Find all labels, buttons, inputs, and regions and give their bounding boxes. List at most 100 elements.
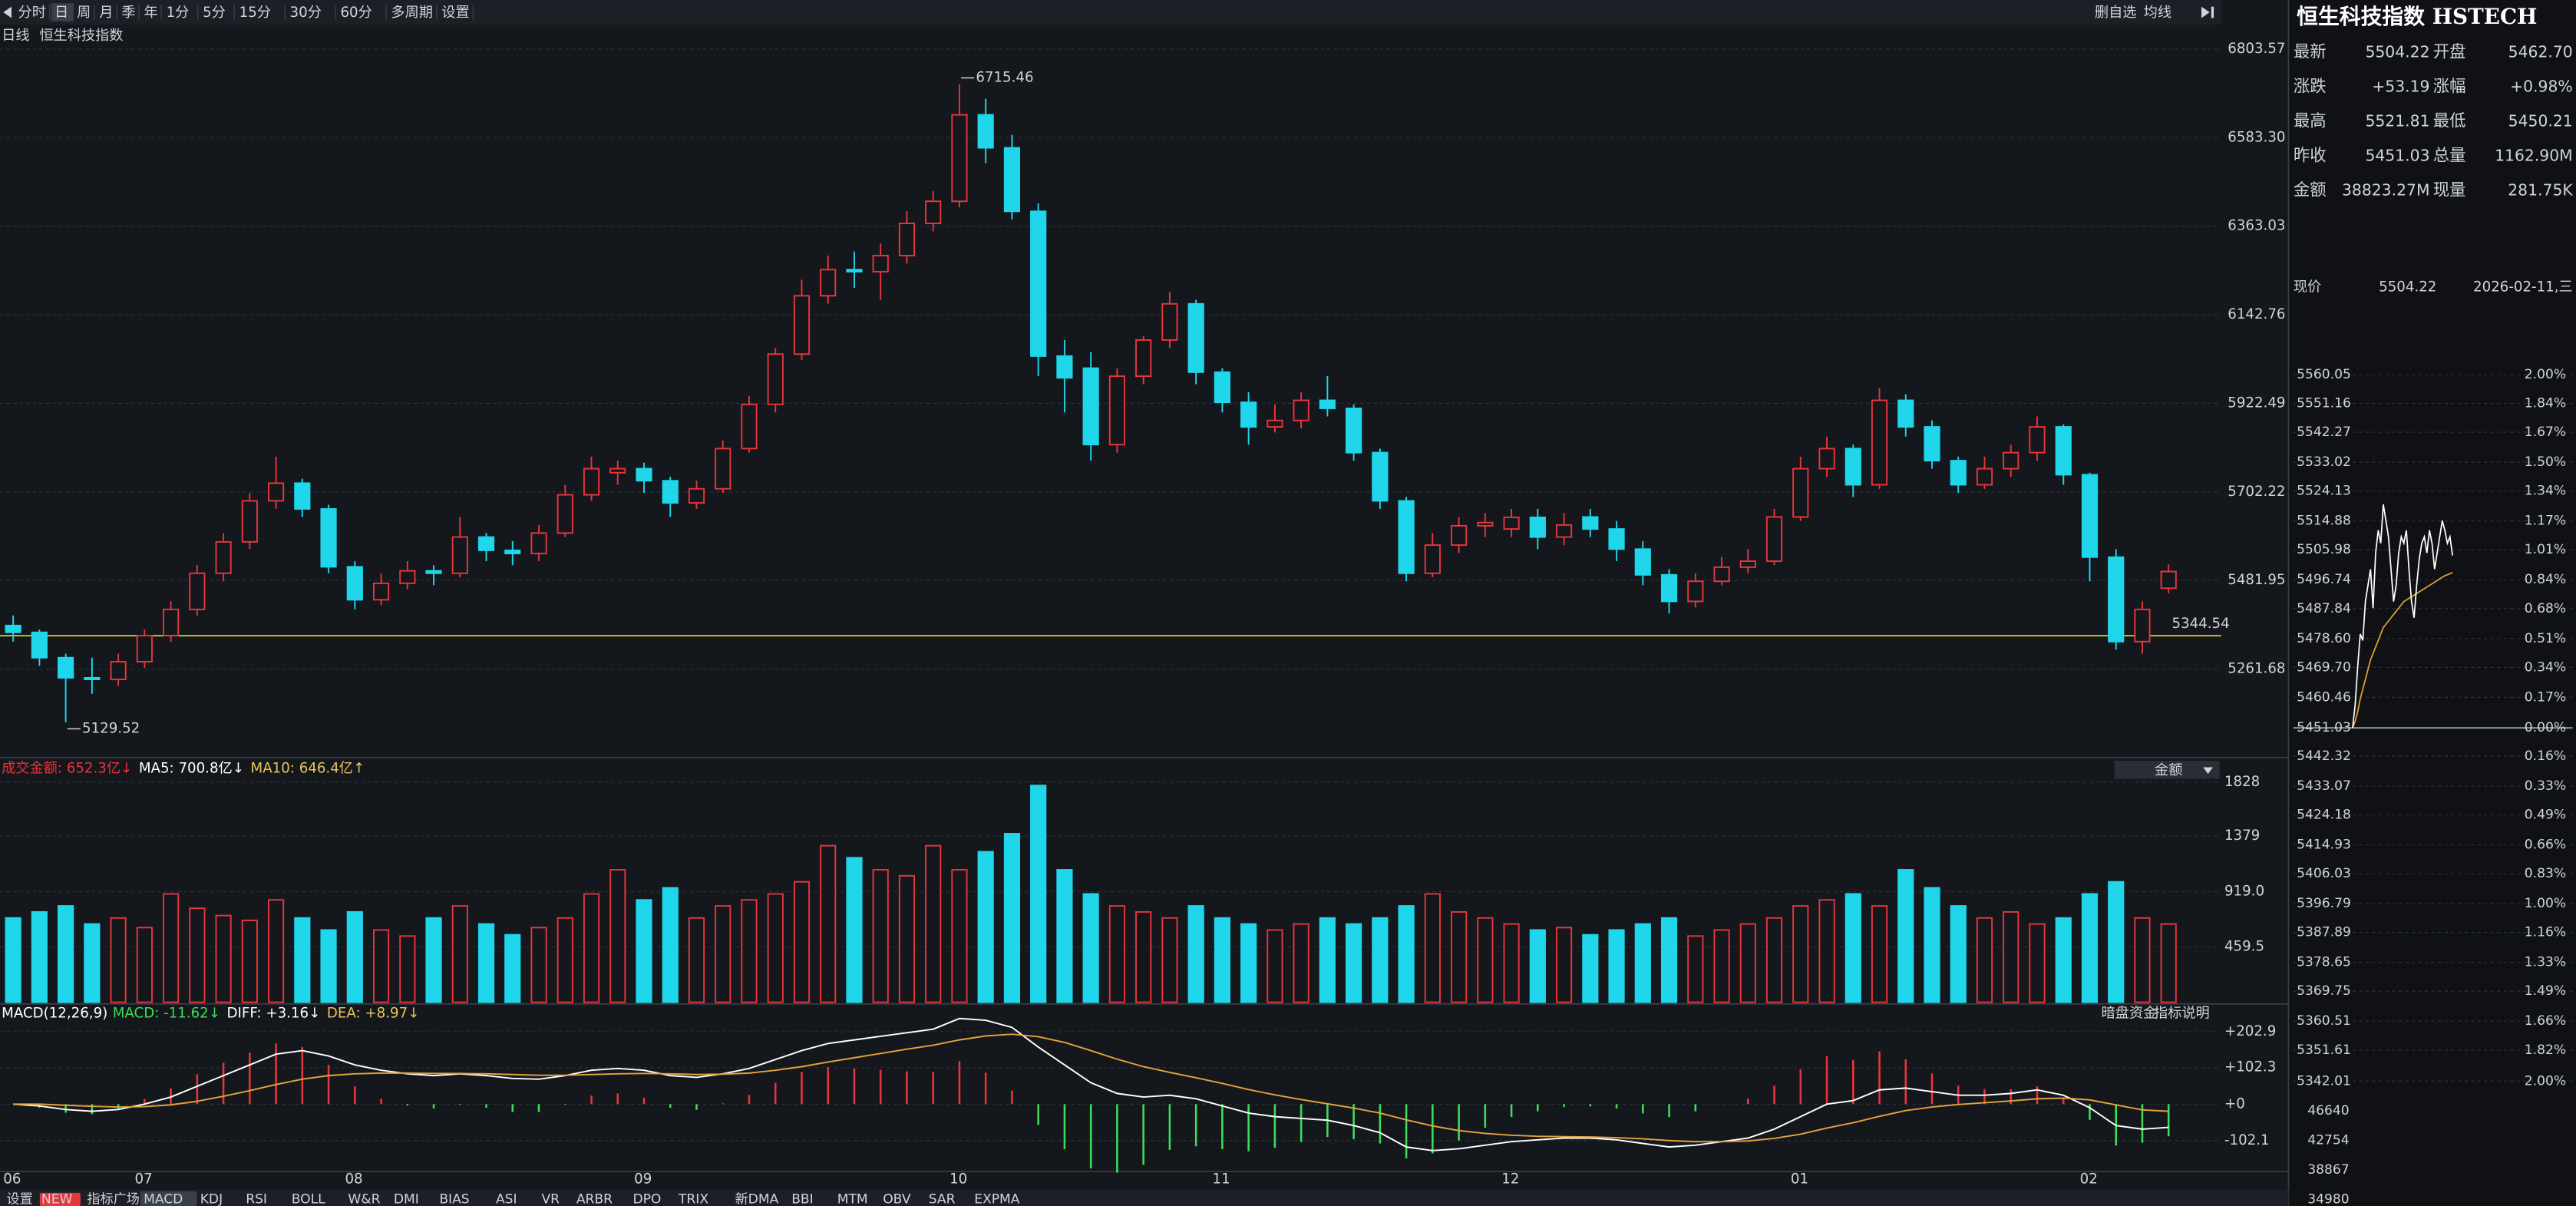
candle-body	[110, 661, 127, 680]
toolbar-tab[interactable]: 多周期	[391, 5, 433, 21]
candle-body	[1924, 426, 1940, 462]
volume-tick-label: 38867	[2307, 1162, 2349, 1178]
quote-value: 5521.81	[2365, 111, 2429, 130]
toolbar-tab[interactable]: 周	[77, 5, 91, 21]
diff-line	[13, 1017, 2169, 1151]
candle-body	[1871, 399, 1888, 486]
indicator-tab[interactable]: RSI	[246, 1191, 267, 1206]
quote-label: 现量	[2433, 180, 2466, 200]
indicator-tab[interactable]: KDJ	[200, 1191, 223, 1206]
new-badge	[39, 1192, 81, 1206]
candle-body	[31, 631, 48, 659]
indicator-tab[interactable]: EXPMA	[974, 1191, 1020, 1206]
indicator-tab[interactable]: ARBR	[576, 1191, 613, 1206]
candle-body	[820, 269, 837, 297]
candle-body	[609, 468, 626, 474]
volume-bar	[58, 905, 74, 1003]
candle-body	[58, 656, 74, 679]
indicator-tab[interactable]: TRIX	[678, 1191, 708, 1206]
toolbar-tab[interactable]: 1分	[167, 5, 190, 21]
candle-body	[556, 494, 573, 534]
toolbar-action[interactable]: 删自选	[2095, 5, 2137, 21]
candle-body	[1950, 460, 1967, 486]
quote-value: 1162.90M	[2495, 146, 2573, 164]
candle-body	[84, 676, 101, 680]
back-icon[interactable]	[3, 6, 12, 18]
price-tick-label: 5414.93	[2297, 838, 2351, 853]
indicator-tab[interactable]: MTM	[837, 1191, 868, 1206]
volume-bar	[2055, 917, 2072, 1003]
indicator-tab[interactable]: 设置	[7, 1191, 33, 1206]
toolbar-tab[interactable]: 设置	[441, 5, 469, 21]
candle-body	[1792, 468, 1809, 518]
indicator-tab[interactable]: DPO	[632, 1191, 661, 1206]
volume-bar	[925, 844, 942, 1003]
candle-body	[1608, 528, 1625, 550]
price-tick-label: 5702.22	[2228, 484, 2285, 500]
toolbar-tab[interactable]: 15分	[239, 5, 271, 21]
volume-bar	[1503, 923, 1520, 1003]
candle-body	[1398, 500, 1415, 574]
indicator-tab[interactable]: MACD	[144, 1191, 183, 1206]
indicator-tab[interactable]: NEW	[41, 1191, 73, 1206]
volume-bar	[609, 869, 626, 1003]
macd-header: MACD(12,26,9) MACD: -11.62↓ DIFF: +3.16↓ DE…	[2, 1006, 419, 1022]
indicator-tab[interactable]: W&R	[348, 1191, 380, 1206]
candle-body	[1897, 399, 1914, 428]
candle-body	[1108, 375, 1126, 446]
quote-value: +53.19	[2372, 77, 2429, 95]
indicator-tab[interactable]: VR	[541, 1191, 560, 1206]
extreme-label: 6715.46	[976, 69, 1033, 85]
volume-bar	[636, 899, 652, 1003]
indicator-tab[interactable]: 指标广场	[87, 1191, 139, 1206]
price-tick-label: 5496.74	[2297, 572, 2351, 587]
candle-body	[1187, 302, 1204, 373]
selector-arrow[interactable]	[2203, 767, 2213, 775]
indicator-tab[interactable]: OBV	[883, 1191, 911, 1206]
indicator-tab[interactable]: 新DMA	[735, 1191, 779, 1206]
indicator-tab[interactable]: SAR	[929, 1191, 956, 1206]
indicator-tab[interactable]: BBI	[791, 1191, 814, 1206]
selector[interactable]	[2114, 760, 2220, 779]
candle-body	[846, 269, 863, 273]
toolbar-tab[interactable]: 分时	[18, 5, 46, 21]
toolbar-tab[interactable]: 5分	[203, 5, 226, 21]
toolbar-tab[interactable]: 月	[99, 5, 113, 21]
volume-bar	[715, 905, 732, 1003]
toolbar-tab[interactable]: 30分	[290, 5, 322, 21]
indicator-tab[interactable]: BOLL	[292, 1191, 325, 1206]
candle-body	[1976, 468, 1993, 486]
price-tick-label: 5505.98	[2297, 542, 2351, 557]
pct-tick-label: 0.83%	[2525, 866, 2566, 881]
macd-tick-label: +0	[2224, 1095, 2245, 1112]
selector-label[interactable]: 金额	[2155, 762, 2182, 778]
indicator-tab[interactable]: ASI	[496, 1191, 517, 1206]
indicator-tab[interactable]: DMI	[394, 1191, 419, 1206]
volume-bar	[1844, 893, 1861, 1003]
macd-tick-label: +202.9	[2224, 1023, 2276, 1039]
volume-bar	[1608, 929, 1625, 1003]
toolbar-tab[interactable]: 60分	[340, 5, 372, 21]
candle-body	[872, 254, 889, 273]
toolbar-tab[interactable]: 季	[121, 5, 135, 21]
toolbar-action[interactable]: 均线	[2144, 5, 2171, 21]
volume-bar	[1161, 917, 1178, 1003]
candle-body	[136, 634, 153, 662]
volume-bar	[872, 869, 889, 1003]
dark-pool-button[interactable]: 暗盘资金	[2101, 1006, 2157, 1022]
quote-value: 5504.22	[2365, 42, 2429, 61]
volume-bar	[1030, 785, 1047, 1003]
indicator-tab[interactable]: BIAS	[439, 1191, 469, 1206]
volume-bar	[1346, 923, 1362, 1003]
help-button[interactable]: 指标说明	[2154, 1006, 2210, 1022]
toolbar-tab[interactable]: 日	[54, 5, 68, 21]
forward-icon[interactable]	[2201, 6, 2214, 18]
macd-tick-label: -102.1	[2224, 1132, 2270, 1148]
price-tick-label: 5451.03	[2297, 720, 2351, 735]
toolbar-tab[interactable]: 年	[144, 5, 157, 21]
month-label: 10	[949, 1171, 967, 1188]
volume-tick-label: 1379	[2224, 828, 2260, 844]
price-tick-label: 5542.27	[2297, 425, 2351, 440]
candle-body	[1844, 448, 1861, 486]
